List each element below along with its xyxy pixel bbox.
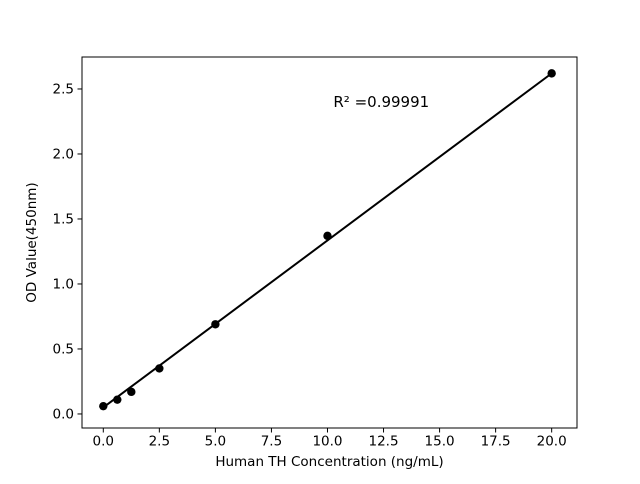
y-tick-label: 2.0 bbox=[53, 147, 74, 163]
x-tick-label: 0.0 bbox=[93, 434, 114, 450]
plot-border bbox=[81, 56, 578, 429]
trend-line bbox=[102, 72, 553, 409]
x-tick-label: 20.0 bbox=[537, 434, 567, 450]
x-tick-label: 17.5 bbox=[481, 434, 511, 450]
x-axis-label: Human TH Concentration (ng/mL) bbox=[215, 454, 443, 470]
data-point bbox=[155, 364, 164, 373]
y-tick-label: 1.5 bbox=[53, 212, 74, 228]
data-point bbox=[547, 69, 556, 78]
data-point bbox=[127, 387, 136, 397]
x-tick-label: 2.5 bbox=[149, 434, 170, 450]
data-point bbox=[113, 395, 122, 404]
y-tick-label: 1.0 bbox=[53, 277, 74, 293]
plot-area: 0.0 2.5 5.0 7.5 10.0 12.5 15.0 17.5 20.0 0.0 0.5 1.… bbox=[53, 56, 578, 450]
data-point bbox=[211, 320, 220, 329]
x-tick-label: 5.0 bbox=[205, 434, 226, 450]
y-axis-label: OD Value(450nm) bbox=[24, 182, 40, 302]
y-tick-label: 0.5 bbox=[53, 342, 74, 358]
r-squared-annotation: R² =0.99991 bbox=[333, 93, 429, 111]
y-tick-label: 2.5 bbox=[53, 82, 74, 98]
data-point bbox=[99, 401, 108, 411]
x-tick-label: 15.0 bbox=[425, 434, 455, 450]
x-tick-label: 7.5 bbox=[261, 434, 282, 450]
y-tick-label: 0.0 bbox=[53, 407, 74, 423]
x-tick-label: 12.5 bbox=[368, 434, 398, 450]
x-tick-label: 10.0 bbox=[312, 434, 342, 450]
data-point bbox=[323, 231, 332, 241]
